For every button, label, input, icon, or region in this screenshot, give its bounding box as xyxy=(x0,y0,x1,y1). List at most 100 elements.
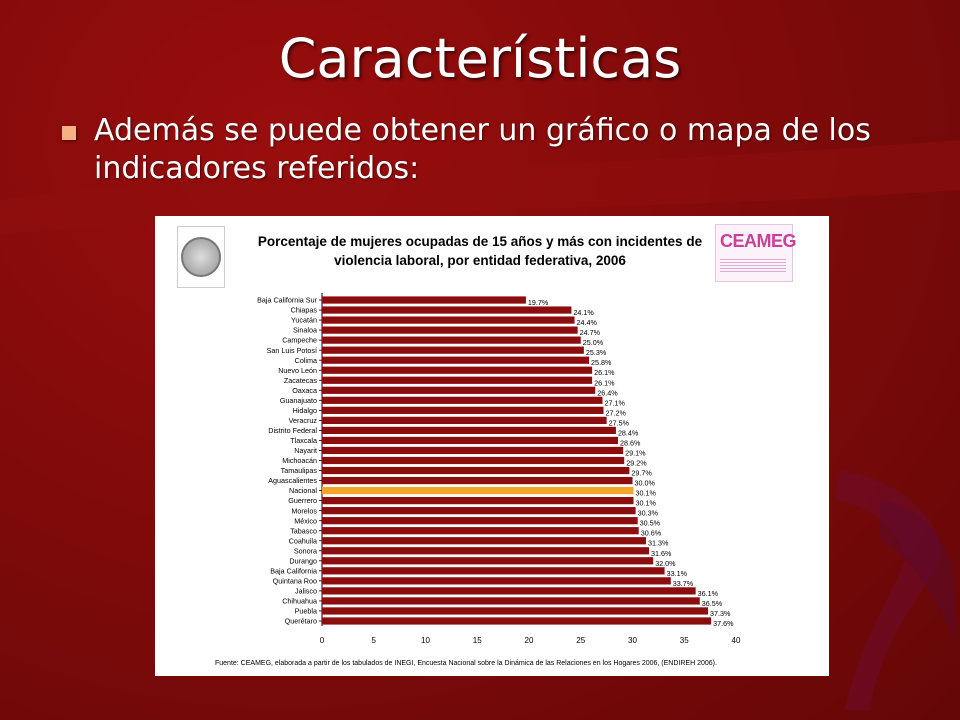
chart-panel: Porcentaje de mujeres ocupadas de 15 año… xyxy=(155,216,829,676)
bar-Querétaro xyxy=(322,617,712,625)
value-label: 25.0% xyxy=(583,338,604,347)
camara-de-diputados-seal-icon xyxy=(177,226,225,288)
value-label: 24.7% xyxy=(580,328,601,337)
value-label: 25.8% xyxy=(591,358,612,367)
category-label: Querétaro xyxy=(285,617,317,626)
bar-Puebla xyxy=(322,607,709,615)
x-tick-label: 10 xyxy=(421,636,430,645)
value-label: 36.5% xyxy=(702,599,723,608)
x-tick-label: 15 xyxy=(473,636,482,645)
bar-Colima xyxy=(322,356,590,364)
category-label: Tabasco xyxy=(290,526,317,535)
value-label: 27.1% xyxy=(604,398,625,407)
category-label: Morelos xyxy=(291,506,317,515)
bar-Oaxaca xyxy=(322,386,596,394)
bar-Campeche xyxy=(322,336,581,344)
value-label: 30.3% xyxy=(638,509,659,518)
x-tick-label: 35 xyxy=(680,636,689,645)
category-label: Puebla xyxy=(295,607,317,616)
value-label: 26.4% xyxy=(597,388,618,397)
x-tick-label: 5 xyxy=(372,636,377,645)
bar-Jalisco xyxy=(322,587,696,595)
bar-Baja California xyxy=(322,567,665,575)
value-label: 30.1% xyxy=(636,499,657,508)
bar-Chiapas xyxy=(322,306,572,314)
x-tick-label: 30 xyxy=(628,636,637,645)
value-label: 27.2% xyxy=(606,408,627,417)
category-label: Campeche xyxy=(282,336,317,345)
bullet-text: Además se puede obtener un gráfico o map… xyxy=(94,113,871,186)
category-label: Oaxaca xyxy=(292,386,317,395)
value-label: 36.1% xyxy=(698,589,719,598)
category-label: Tlaxcala xyxy=(290,436,317,445)
value-label: 24.1% xyxy=(573,308,594,317)
category-label: Jalisco xyxy=(295,586,317,595)
value-label: 19.7% xyxy=(528,298,549,307)
category-label: Durango xyxy=(289,556,317,565)
value-label: 30.1% xyxy=(636,489,657,498)
value-label: 26.1% xyxy=(594,368,615,377)
category-label: Zacatecas xyxy=(284,376,318,385)
seal-emblem xyxy=(181,237,221,277)
value-label: 30.0% xyxy=(635,479,656,488)
bar-Morelos xyxy=(322,507,636,515)
category-label: Baja California xyxy=(270,566,317,575)
bullet-item: Además se puede obtener un gráfico o map… xyxy=(62,112,922,188)
square-bullet-icon xyxy=(62,126,76,140)
bar-Chihuahua xyxy=(322,597,700,605)
category-label: Guanajuato xyxy=(280,396,317,405)
chart-title: Porcentaje de mujeres ocupadas de 15 año… xyxy=(257,234,703,268)
category-label: Chihuahua xyxy=(282,597,317,606)
value-label: 33.7% xyxy=(673,579,694,588)
value-label: 37.3% xyxy=(710,609,731,618)
category-label: Coahuila xyxy=(289,536,317,545)
x-tick-label: 40 xyxy=(732,636,741,645)
category-label: Baja California Sur xyxy=(257,296,318,305)
bar-highlight-Nacional xyxy=(322,486,634,495)
bar-Tlaxcala xyxy=(322,436,619,445)
bar-Sinaloa xyxy=(322,326,578,334)
bar-Tabasco xyxy=(322,527,639,535)
bar-Zacatecas xyxy=(322,376,593,384)
category-label: Tamaulipas xyxy=(281,466,318,475)
source-note: Fuente: CEAMEG, elaborada a partir de lo… xyxy=(215,660,717,667)
value-label: 31.6% xyxy=(651,549,672,558)
bar-Guerrero xyxy=(322,497,634,505)
category-label: Quintana Roo xyxy=(273,576,317,585)
bar-Coahuila xyxy=(322,537,646,545)
category-label: Chiapas xyxy=(291,306,318,315)
category-label: Yucatán xyxy=(291,316,317,325)
bar-Durango xyxy=(322,557,654,565)
value-label: 33.1% xyxy=(667,569,688,578)
bar-Tamaulipas xyxy=(322,466,630,475)
bar-Michoacán xyxy=(322,456,625,465)
category-label: México xyxy=(294,516,317,525)
value-label: 29.1% xyxy=(625,448,646,457)
slide-title: Características xyxy=(278,27,682,90)
bar-Veracruz xyxy=(322,416,607,424)
bar-Baja California Sur xyxy=(322,296,526,304)
value-label: 28.4% xyxy=(618,428,639,437)
bar-Aguascalientes xyxy=(322,476,633,485)
category-label: Michoacán xyxy=(282,456,317,465)
category-label: Guerrero xyxy=(288,496,317,505)
bar-Quintana Roo xyxy=(322,577,671,585)
category-label: Nayarit xyxy=(294,446,317,455)
value-label: 30.6% xyxy=(641,529,662,538)
bar-San Luis Potosí xyxy=(322,346,584,354)
category-label: Veracruz xyxy=(289,416,318,425)
value-label: 29.7% xyxy=(631,469,652,478)
x-tick-label: 20 xyxy=(525,636,534,645)
ceameg-logo: CEAMEG xyxy=(715,224,797,282)
category-label: Colima xyxy=(295,356,317,365)
category-label: Sinaloa xyxy=(293,326,317,335)
category-label: Hidalgo xyxy=(293,406,317,415)
value-label: 29.2% xyxy=(626,459,647,468)
bar-Yucatán xyxy=(322,316,575,324)
value-label: 25.3% xyxy=(586,348,607,357)
value-label: 32.0% xyxy=(655,559,676,568)
bar-Sonora xyxy=(322,547,650,555)
ceameg-logo-subtitle-lines xyxy=(720,259,786,273)
value-label: 28.6% xyxy=(620,438,641,447)
category-label: Sonora xyxy=(294,546,317,555)
